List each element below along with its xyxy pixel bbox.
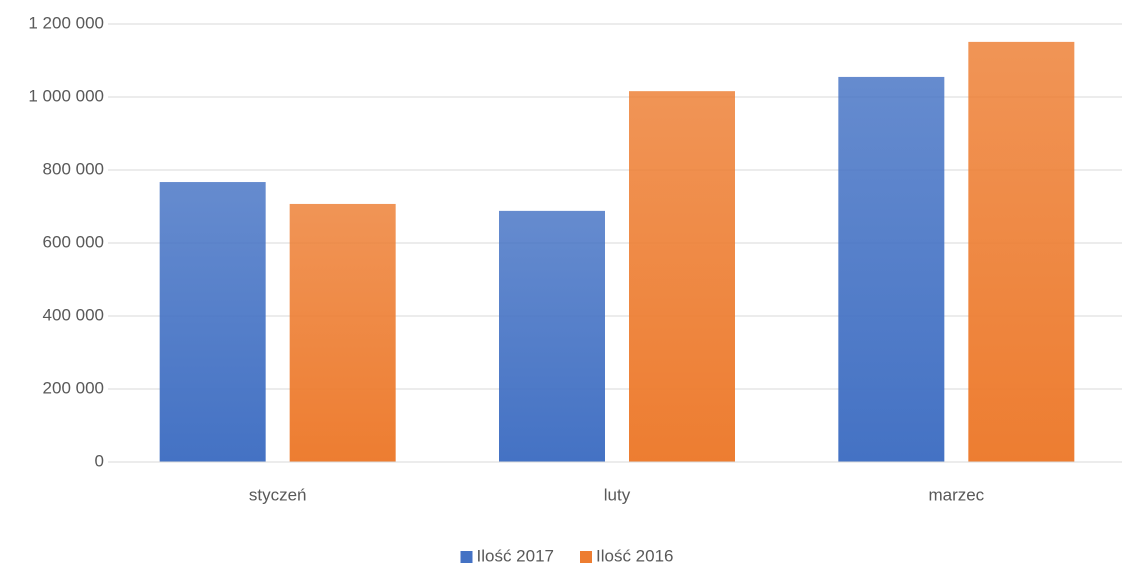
x-tick-label: styczeń <box>249 485 307 504</box>
x-tick-label: luty <box>604 485 631 504</box>
legend-label: Ilość 2016 <box>596 546 674 565</box>
bar <box>629 91 735 462</box>
legend-swatch <box>460 551 473 563</box>
y-tick-label: 800 000 <box>43 159 104 178</box>
y-tick-label: 1 000 000 <box>28 86 104 105</box>
y-tick-label: 600 000 <box>43 232 104 251</box>
y-tick-label: 200 000 <box>43 378 104 397</box>
y-tick-label: 1 200 000 <box>28 13 104 32</box>
x-tick-label: marzec <box>928 485 984 504</box>
bar <box>968 41 1075 462</box>
bar <box>838 76 945 463</box>
bar <box>159 182 266 463</box>
y-tick-label: 400 000 <box>43 305 104 324</box>
y-tick-label: 0 <box>95 451 104 470</box>
legend-label: Ilość 2017 <box>477 546 555 565</box>
legend: Ilość 2017 Ilość 2016 <box>460 546 674 565</box>
bar <box>499 210 605 462</box>
legend-swatch <box>580 551 592 563</box>
bar <box>289 203 396 462</box>
